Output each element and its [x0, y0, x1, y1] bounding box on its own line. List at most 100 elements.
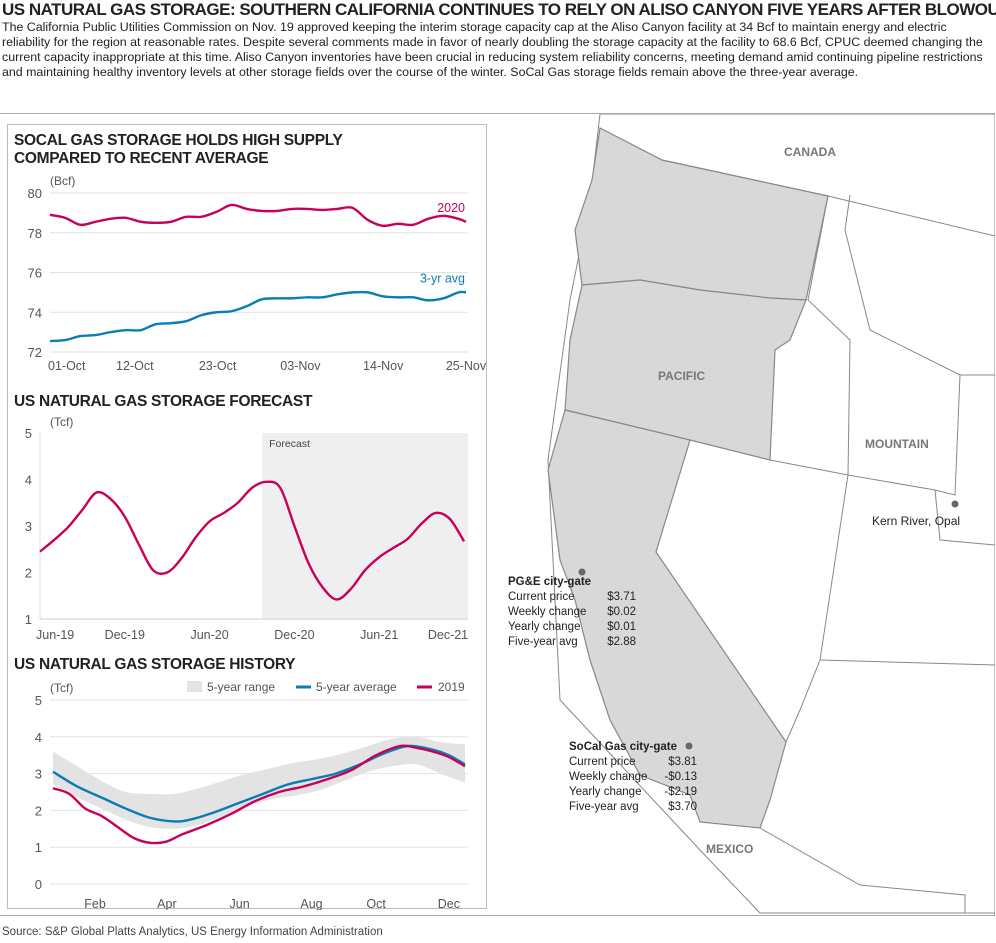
pge-price-box: PG&E city-gate Current price $3.71 Weekly … — [508, 575, 636, 650]
x-tick-label: Apr — [157, 897, 176, 910]
x-tick-label: Dec-20 — [274, 628, 314, 640]
x-tick-label: 14-Nov — [363, 359, 404, 373]
y-tick-label: 3 — [25, 519, 32, 534]
forecast-region — [262, 433, 468, 619]
y-tick-label: 2 — [25, 566, 32, 581]
y-tick-label: 2 — [35, 803, 42, 818]
chart-storage-history: 0 1 2 3 4 5 (Tcf) Feb Apr Jun Aug Oct Dec 5-year rang… — [35, 680, 468, 910]
intro-text: The California Public Utilities Commissi… — [2, 20, 983, 79]
y-tick-label: 5 — [25, 426, 32, 441]
socal-title: SoCal Gas city-gate — [569, 741, 678, 753]
map-oregon — [564, 279, 807, 461]
y-tick-label: 72 — [28, 345, 42, 360]
series-line-0 — [49, 203, 467, 228]
pge-price-value: $0.02 — [607, 606, 636, 618]
map-border-wyoming — [934, 374, 995, 546]
x-tick-label: 23-Oct — [199, 359, 237, 373]
socal-price-label: Yearly change — [569, 786, 642, 798]
pge-price-value: $3.71 — [607, 591, 636, 603]
x-tick-label: Dec — [438, 897, 460, 910]
y-axis-unit: (Tcf) — [50, 415, 73, 429]
x-tick-label: Jun — [230, 897, 250, 910]
forecast-label: Forecast — [269, 438, 310, 450]
x-tick-label: 25-Nov — [446, 359, 487, 373]
x-tick-label: Oct — [366, 897, 386, 910]
pge-title: PG&E city-gate — [508, 576, 592, 588]
pge-price-row: Weekly change $0.02 — [508, 605, 636, 620]
x-tick-label: Feb — [84, 897, 106, 910]
five-year-range-band — [53, 736, 465, 829]
legend-label-2019: 2019 — [438, 680, 465, 694]
map-label-mexico: MEXICO — [706, 842, 753, 856]
socal-marker — [685, 742, 693, 750]
pge-price-value: $2.88 — [607, 636, 636, 648]
socal-price-value: -$2.19 — [664, 786, 697, 798]
y-axis-unit: (Bcf) — [50, 174, 75, 188]
series-label: 3-yr avg — [420, 271, 465, 285]
series-line — [39, 480, 466, 601]
series-line-1 — [49, 290, 467, 343]
socal-price-row: Five-year avg $3.70 — [569, 800, 697, 815]
y-axis-unit: (Tcf) — [50, 681, 73, 695]
x-tick-label: Aug — [300, 897, 322, 910]
chart-socal-storage: 72 74 76 78 80 (Bcf) 01-Oct 12-Oct 23-Oct 03-Nov 1… — [28, 174, 487, 373]
x-tick-label: 12-Oct — [116, 359, 154, 373]
map: CANADA PACIFIC MOUNTAIN MEXICO Kern Rive… — [547, 114, 995, 914]
socal-price-label: Five-year avg — [569, 801, 639, 813]
pge-marker — [578, 568, 586, 576]
socal-price-value: $3.70 — [668, 801, 697, 813]
pge-price-label: Weekly change — [508, 606, 587, 618]
pge-price-value: $0.01 — [607, 621, 636, 633]
headline: US NATURAL GAS STORAGE: SOUTHERN CALIFOR… — [2, 0, 996, 19]
map-border-arizona — [819, 659, 995, 666]
legend-label-range: 5-year range — [207, 680, 275, 694]
x-tick-label: Jun-21 — [360, 628, 398, 640]
x-tick-label: Dec-19 — [105, 628, 145, 640]
map-label-kern-river: Kern River, Opal — [872, 514, 960, 528]
y-tick-label: 5 — [35, 693, 42, 708]
socal-price-value: $3.81 — [668, 756, 697, 768]
series-label: 2020 — [437, 201, 465, 215]
socal-price-box: SoCal Gas city-gate Current price $3.81 We… — [569, 740, 697, 815]
chart-storage-forecast: Forecast 1 2 3 4 5 (Tcf) Jun-19 Dec-19 Jun-20 Dec-… — [25, 415, 468, 640]
chart2-title: US NATURAL GAS STORAGE FORECAST — [14, 393, 313, 410]
pge-price-row: Current price $3.71 — [508, 590, 636, 605]
y-tick-label: 78 — [28, 226, 42, 241]
map-california — [547, 409, 787, 829]
chart1-title: SOCAL GAS STORAGE HOLDS HIGH SUPPLY COMP… — [14, 132, 343, 167]
pge-price-row: Five-year avg $2.88 — [508, 635, 636, 650]
series-line-1 — [52, 744, 466, 845]
chart3-title: US NATURAL GAS STORAGE HISTORY — [14, 656, 296, 673]
legend-label-average: 5-year average — [316, 680, 397, 694]
socal-price-row: Weekly change -$0.13 — [569, 770, 697, 785]
source-note: Source: S&P Global Platts Analytics, US … — [2, 926, 383, 938]
map-border-mexico — [759, 827, 966, 913]
map-label-mountain: MOUNTAIN — [865, 437, 929, 451]
pge-price-row: Yearly change $0.01 — [508, 620, 636, 635]
pge-price-label: Current price — [508, 591, 575, 603]
map-border-utah — [785, 474, 849, 743]
socal-price-value: -$0.13 — [664, 771, 697, 783]
y-tick-label: 80 — [28, 186, 42, 201]
y-tick-label: 74 — [28, 305, 42, 320]
socal-price-label: Weekly change — [569, 771, 648, 783]
kern-river-marker — [951, 500, 959, 508]
socal-price-row: Yearly change -$2.19 — [569, 785, 697, 800]
y-tick-label: 1 — [35, 840, 42, 855]
y-tick-label: 4 — [35, 730, 42, 745]
x-tick-label: Jun-19 — [36, 628, 74, 640]
socal-price-row: Current price $3.81 — [569, 755, 697, 770]
x-tick-label: Jun-20 — [190, 628, 228, 640]
pge-price-label: Five-year avg — [508, 636, 578, 648]
x-tick-label: Dec-21 — [428, 628, 468, 640]
socal-price-label: Current price — [569, 756, 636, 768]
y-tick-label: 0 — [35, 877, 42, 892]
pge-price-label: Yearly change — [508, 621, 581, 633]
map-label-canada: CANADA — [784, 145, 836, 159]
y-tick-label: 1 — [25, 612, 32, 627]
x-tick-label: 01-Oct — [48, 359, 86, 373]
map-label-pacific: PACIFIC — [658, 369, 705, 383]
y-tick-label: 3 — [35, 767, 42, 782]
y-tick-label: 4 — [25, 473, 32, 488]
